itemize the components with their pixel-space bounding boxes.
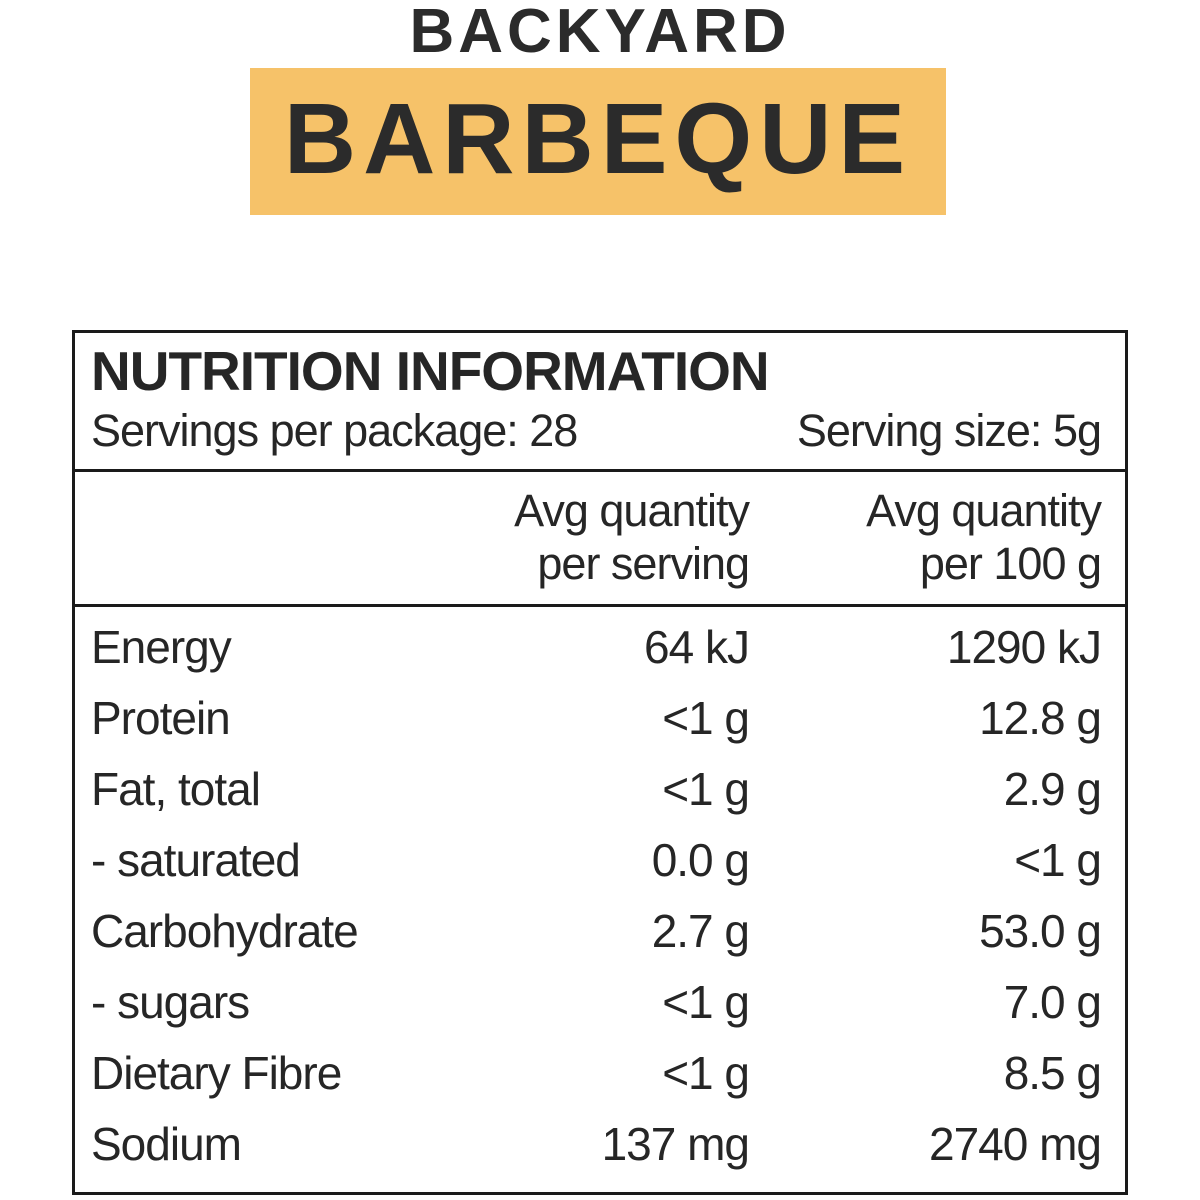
value-per-100g: 12.8 g [979,691,1102,744]
nutrition-panel-title: NUTRITION INFORMATION [91,340,770,402]
value-per-100g: 2.9 g [1003,762,1102,815]
nutrient-row: - sugars <1 g 7.0 g [75,966,1125,1037]
value-per-100g: <1 g [1014,833,1102,886]
nutrient-row: Protein <1 g 12.8 g [75,682,1125,753]
nutrient-label: Sodium [91,1117,242,1170]
column-header-per-100g: Avg quantity per 100 g [749,484,1102,590]
nutrient-row: Dietary Fibre <1 g 8.5 g [75,1037,1125,1108]
value-per-serving: <1 g [662,762,750,815]
nutrition-rows: Energy 64 kJ 1290 kJ Protein <1 g 12.8 g… [75,607,1125,1179]
nutrient-row: Energy 64 kJ 1290 kJ [75,611,1125,682]
nutrient-label: Dietary Fibre [91,1046,342,1099]
nutrient-label: - sugars [91,975,250,1028]
nutrient-label: Energy [91,620,232,673]
value-per-serving: <1 g [662,975,750,1028]
value-per-serving: 2.7 g [651,904,750,957]
nutrient-row: Sodium 137 mg 2740 mg [75,1108,1125,1179]
nutrient-row: Carbohydrate 2.7 g 53.0 g [75,895,1125,966]
value-per-100g: 8.5 g [1003,1046,1102,1099]
value-per-serving: 64 kJ [644,620,750,673]
brand-name-line2: BARBEQUE [283,82,913,195]
nutrient-label: - saturated [91,833,301,886]
column-header-per-serving: Avg quantity per serving [514,484,750,590]
value-per-100g: 7.0 g [1003,975,1102,1028]
nutrient-label: Protein [91,691,231,744]
nutrient-row: Fat, total <1 g 2.9 g [75,753,1125,824]
value-per-100g: 53.0 g [979,904,1102,957]
value-per-serving: 137 mg [601,1117,750,1170]
value-per-serving: <1 g [662,691,750,744]
value-per-serving: <1 g [662,1046,750,1099]
nutrient-label: Carbohydrate [91,904,359,957]
column-headers-row: Avg quantity per serving Avg quantity pe… [75,472,1125,608]
servings-row: Servings per package: 28 Serving size: 5… [75,403,1125,472]
nutrition-panel: NUTRITION INFORMATION Servings per packa… [72,330,1128,1195]
nutrient-label: Fat, total [91,762,261,815]
servings-per-package: Servings per package: 28 [91,405,578,456]
value-per-serving: 0.0 g [651,833,750,886]
column-header-per-serving-line2: per serving [537,538,750,590]
column-header-per-serving-line1: Avg quantity [514,485,750,536]
column-header-per-100g-line1: Avg quantity [866,485,1102,536]
serving-size: Serving size: 5g [796,405,1102,456]
value-per-100g: 1290 kJ [946,620,1102,673]
nutrient-row: - saturated 0.0 g <1 g [75,824,1125,895]
column-header-per-100g-line2: per 100 g [919,538,1102,590]
brand-name-line1: BACKYARD [409,0,791,66]
brand-highlight-band: BARBEQUE [250,68,946,215]
value-per-100g: 2740 mg [928,1117,1102,1170]
